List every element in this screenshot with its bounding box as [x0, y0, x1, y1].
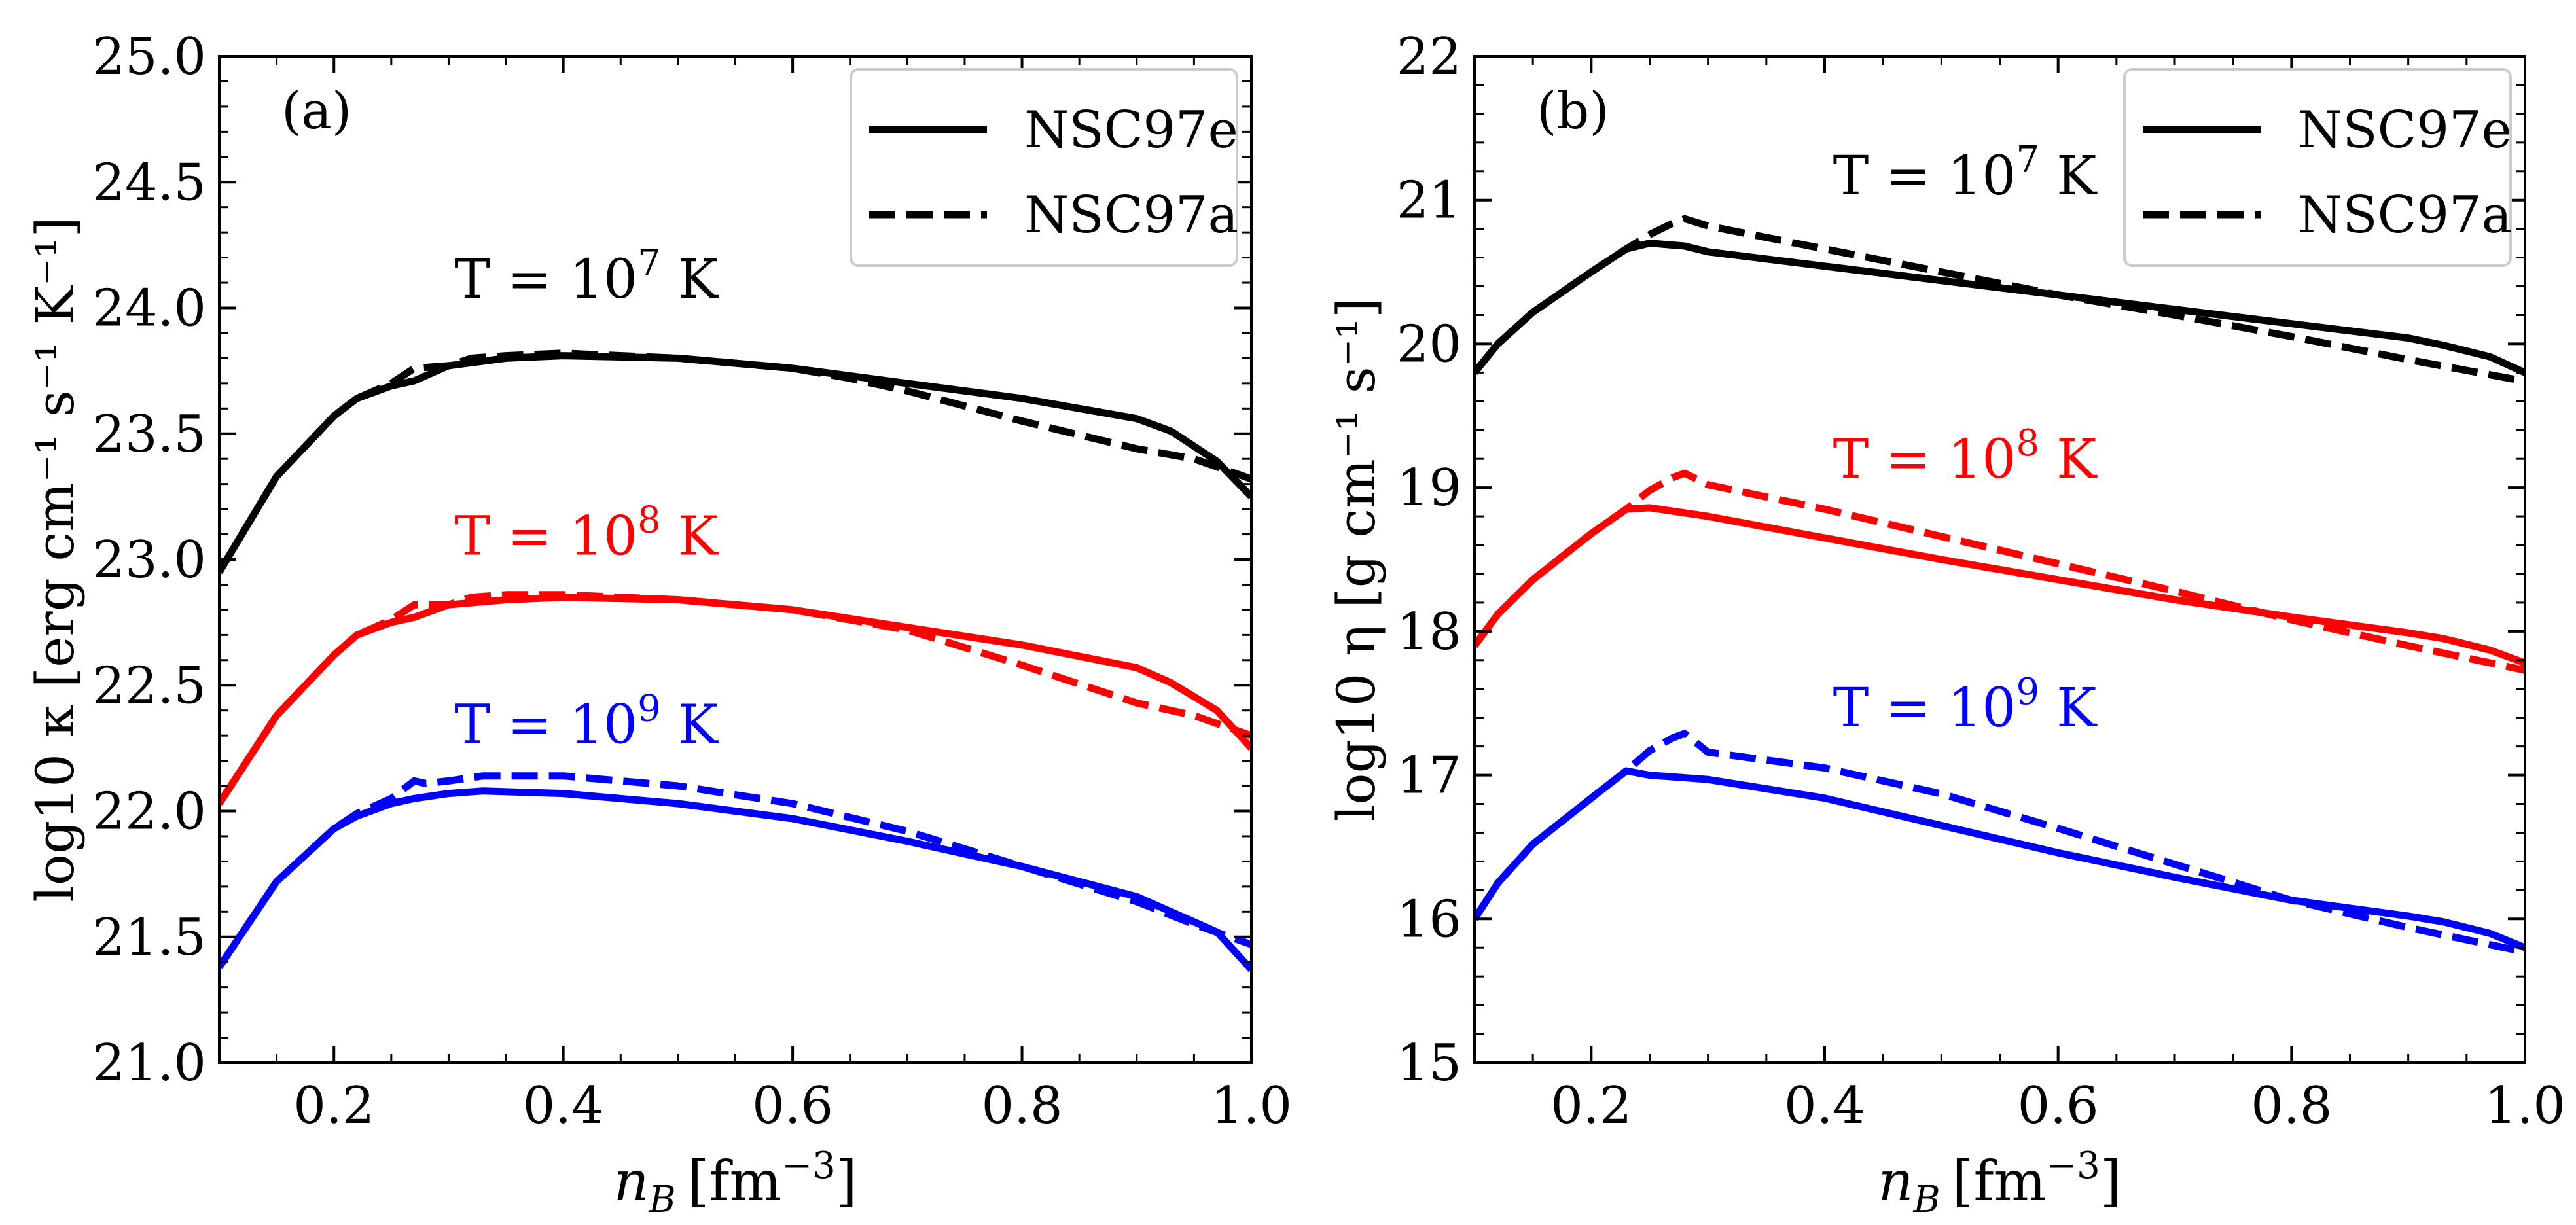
x-axis-label-unit-exponent: −3 — [2046, 1145, 2100, 1187]
temperature-annotation-exponent: 7 — [2016, 139, 2039, 181]
x-axis-label: nB [fm−3] — [1878, 1145, 2121, 1221]
y-tick-label: 23.5 — [92, 405, 206, 464]
x-tick-label: 0.2 — [1550, 1076, 1632, 1135]
y-tick-label: 15 — [1397, 1034, 1461, 1093]
panel-a: 0.2 0.4 0.6 0.8 1.0 21.0 21.5 22.0 22.5 23.0 23.5 2… — [25, 27, 1292, 1221]
temperature-annotation: T = 109 K — [1833, 671, 2098, 739]
x-tick-label: 0.6 — [752, 1076, 833, 1135]
y-axis-label: log10 κ [erg cm⁻¹ s⁻¹ K⁻¹] — [25, 217, 86, 902]
x-tick-label: 1.0 — [2484, 1076, 2566, 1135]
y-tick-label: 19 — [1397, 459, 1461, 518]
y-tick-label: 23.0 — [92, 531, 206, 590]
temperature-annotation-prefix: T = 10 — [1833, 429, 2016, 491]
x-tick-label: 0.8 — [982, 1076, 1063, 1135]
x-axis-label-unit: [fm — [1952, 1149, 2047, 1213]
x-tick-label: 1.0 — [1211, 1076, 1292, 1135]
y-tick-label: 22 — [1397, 27, 1461, 86]
temperature-annotation-prefix: T = 10 — [1833, 145, 2016, 207]
legend-label: NSC97e — [2298, 101, 2512, 160]
x-axis-label-symbol: n — [1878, 1149, 1913, 1213]
temperature-annotation-exponent: 7 — [637, 242, 661, 285]
series-line-nsc97a-1e7-k — [1475, 215, 2525, 385]
temperature-annotation: T = 107 K — [454, 242, 719, 311]
y-tick-label: 20 — [1397, 315, 1461, 374]
temperature-annotation-exponent: 9 — [637, 688, 661, 730]
temperature-annotation-suffix: K — [2039, 145, 2098, 207]
x-tick-label: 0.6 — [2018, 1076, 2099, 1135]
temperature-annotation-exponent: 8 — [2016, 422, 2039, 465]
x-axis-label-unit-close: ] — [2100, 1149, 2122, 1213]
panel-b: 0.2 0.4 0.6 0.8 1.0 15 16 17 18 19 20 21 22 (b) nB [fm−… — [1326, 27, 2566, 1221]
y-tick-label: 21 — [1397, 171, 1461, 230]
y-tick-label: 25.0 — [92, 27, 206, 86]
temperature-annotation: T = 109 K — [454, 688, 719, 756]
temperature-annotation: T = 108 K — [1833, 422, 2098, 491]
series-group — [219, 349, 1251, 972]
temperature-annotation-suffix: K — [2039, 429, 2098, 491]
series-line-nsc97a-1e8-k — [219, 591, 1251, 806]
y-tick-label: 16 — [1397, 890, 1461, 949]
temperature-annotation-suffix: K — [661, 694, 719, 756]
temperature-annotation-suffix: K — [661, 249, 719, 311]
panel-label: (b) — [1537, 82, 1609, 141]
temperature-annotation-prefix: T = 10 — [454, 249, 637, 311]
temperature-annotation-prefix: T = 10 — [454, 505, 637, 567]
x-axis-label-unit: [fm — [688, 1149, 782, 1213]
x-axis-label-unit-close: ] — [836, 1149, 857, 1213]
temperature-annotation: T = 108 K — [454, 499, 719, 567]
y-tick-label: 18 — [1397, 603, 1461, 662]
x-tick-label: 0.2 — [293, 1076, 374, 1135]
legend-label: NSC97a — [2298, 186, 2512, 245]
y-tick-label: 24.0 — [92, 279, 206, 338]
x-axis-label: nB [fm−3] — [613, 1145, 857, 1221]
x-axis-label-symbol: n — [613, 1149, 649, 1213]
temperature-annotation: T = 107 K — [1833, 139, 2098, 207]
y-axis-label: log10 η [g cm⁻¹ s⁻¹] — [1326, 298, 1387, 821]
temperature-annotation-prefix: T = 10 — [454, 694, 637, 756]
temperature-annotation-exponent: 9 — [2016, 671, 2039, 713]
series-line-nsc97a-1e9-k — [219, 772, 1251, 969]
temperature-annotation-exponent: 8 — [637, 499, 661, 541]
series-line-nsc97a-1e9-k — [1475, 730, 2525, 956]
y-tick-label: 17 — [1397, 747, 1461, 806]
y-tick-label: 21.5 — [92, 908, 206, 967]
series-line-nsc97a-1e7-k — [219, 349, 1251, 575]
series-line-nsc97e-1e7-k — [219, 352, 1251, 575]
x-axis-label-unit-exponent: −3 — [781, 1145, 836, 1187]
x-tick-label: 0.4 — [1784, 1076, 1865, 1135]
y-tick-label: 21.0 — [92, 1034, 206, 1093]
series-line-nsc97a-1e8-k — [1475, 469, 2525, 674]
temperature-annotation-suffix: K — [2039, 677, 2098, 739]
series-group — [1475, 215, 2525, 956]
panel-label: (a) — [281, 82, 351, 141]
legend-label: NSC97e — [1024, 101, 1238, 160]
y-tick-label: 22.5 — [92, 656, 206, 715]
temperature-annotation-prefix: T = 10 — [1833, 677, 2016, 739]
temperature-annotation-suffix: K — [661, 505, 719, 567]
y-tick-label: 22.0 — [92, 783, 206, 842]
x-tick-label: 0.4 — [523, 1076, 604, 1135]
legend-label: NSC97a — [1024, 186, 1238, 245]
y-tick-label: 24.5 — [92, 153, 206, 212]
x-tick-label: 0.8 — [2251, 1076, 2332, 1135]
x-axis-label-subscript: B — [649, 1179, 676, 1221]
x-axis-label-subscript: B — [1913, 1179, 1941, 1221]
